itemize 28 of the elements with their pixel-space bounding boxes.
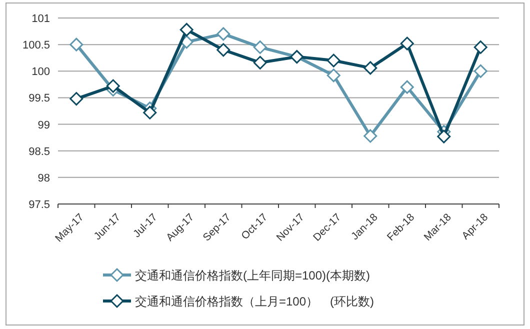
- legend-label: 交通和通信价格指数(上年同期=100)(本期数): [135, 268, 370, 282]
- legend-label: 交通和通信价格指数（上月=100） (环比数): [135, 294, 374, 308]
- point: [400, 80, 414, 94]
- y-tick-label: 101: [32, 13, 50, 25]
- point: [437, 130, 451, 144]
- y-tick-label: 98.5: [28, 146, 50, 158]
- point: [143, 106, 157, 120]
- point: [326, 54, 340, 68]
- y-tick-label: 98: [38, 172, 50, 184]
- point: [364, 61, 378, 75]
- y-tick-label: 97.5: [28, 199, 50, 211]
- point: [474, 40, 488, 54]
- y-tick-label: 100.5: [22, 40, 50, 52]
- point: [400, 36, 414, 50]
- y-tick-label: 99: [38, 119, 50, 132]
- point: [326, 68, 340, 82]
- point: [106, 79, 120, 93]
- point: [70, 92, 84, 106]
- point: [216, 27, 230, 41]
- y-tick-label: 99.5: [28, 92, 50, 105]
- y-tick-label: 100: [32, 66, 50, 78]
- point: [180, 22, 194, 36]
- point: [253, 56, 267, 70]
- point: [474, 64, 488, 78]
- point: [216, 43, 230, 57]
- point: [253, 40, 267, 54]
- point: [364, 129, 378, 143]
- point: [70, 38, 84, 52]
